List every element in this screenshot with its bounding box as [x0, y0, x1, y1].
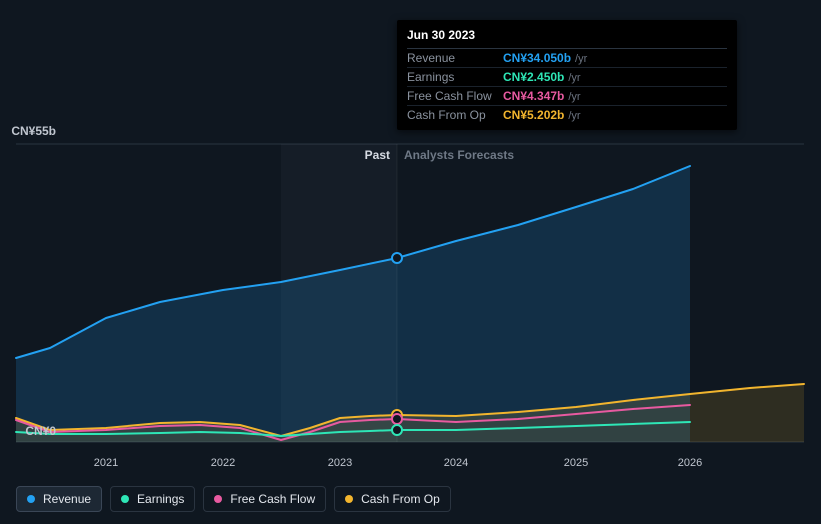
region-label-forecasts: Analysts Forecasts	[404, 148, 514, 162]
tooltip-row-unit: /yr	[575, 53, 587, 65]
legend-item-fcf[interactable]: Free Cash Flow	[203, 486, 326, 512]
tooltip-row-label: Free Cash Flow	[407, 89, 503, 103]
x-tick-label: 2023	[328, 457, 352, 469]
legend-item-cash_from_op[interactable]: Cash From Op	[334, 486, 451, 512]
legend: Revenue Earnings Free Cash Flow Cash From O…	[16, 486, 451, 512]
tooltip-row: RevenueCN¥34.050b/yr	[407, 49, 727, 68]
legend-dot-icon	[214, 495, 222, 503]
x-tick-label: 2026	[678, 457, 702, 469]
tooltip-row-value: CN¥2.450b	[503, 70, 564, 84]
tooltip-row-label: Revenue	[407, 51, 503, 65]
tooltip-row-value: CN¥4.347b	[503, 89, 564, 103]
region-label-past: Past	[365, 148, 390, 162]
tooltip-row-value: CN¥5.202b	[503, 108, 564, 122]
legend-dot-icon	[27, 495, 35, 503]
x-tick-label: 2024	[444, 457, 468, 469]
tooltip-row-unit: /yr	[568, 91, 580, 103]
legend-dot-icon	[345, 495, 353, 503]
tooltip-row-unit: /yr	[568, 72, 580, 84]
legend-item-earnings[interactable]: Earnings	[110, 486, 195, 512]
legend-item-label: Cash From Op	[361, 492, 440, 506]
legend-item-label: Earnings	[137, 492, 184, 506]
legend-item-revenue[interactable]: Revenue	[16, 486, 102, 512]
tooltip-row: Cash From OpCN¥5.202b/yr	[407, 106, 727, 124]
tooltip-row-unit: /yr	[568, 110, 580, 122]
y-tick-max: CN¥55b	[4, 124, 56, 138]
tooltip-date: Jun 30 2023	[407, 28, 727, 49]
tooltip-row-label: Cash From Op	[407, 108, 503, 122]
x-tick-label: 2021	[94, 457, 118, 469]
tooltip-row: Free Cash FlowCN¥4.347b/yr	[407, 87, 727, 106]
hover-tooltip: Jun 30 2023 RevenueCN¥34.050b/yrEarnings…	[397, 20, 737, 130]
y-tick-zero: CN¥0	[4, 424, 56, 438]
x-tick-label: 2025	[564, 457, 588, 469]
tooltip-row-label: Earnings	[407, 70, 503, 84]
legend-item-label: Free Cash Flow	[230, 492, 315, 506]
legend-item-label: Revenue	[43, 492, 91, 506]
x-tick-label: 2022	[211, 457, 235, 469]
legend-dot-icon	[121, 495, 129, 503]
tooltip-row: EarningsCN¥2.450b/yr	[407, 68, 727, 87]
tooltip-row-value: CN¥34.050b	[503, 51, 571, 65]
earnings-revenue-chart: CN¥55b CN¥0 Past Analysts Forecasts 2021…	[0, 0, 821, 524]
